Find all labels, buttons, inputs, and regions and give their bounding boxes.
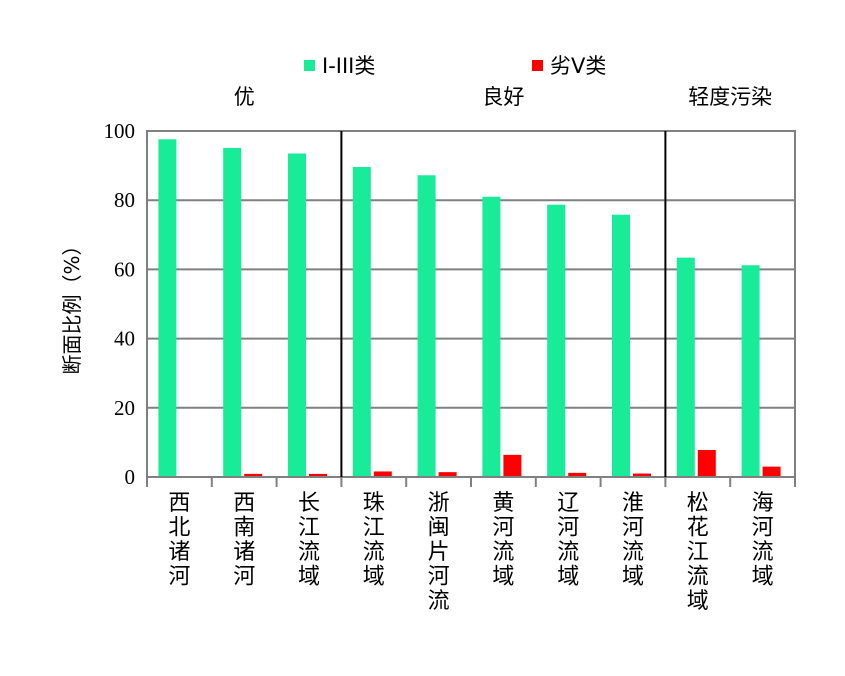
- group-label: 良好: [482, 85, 524, 109]
- bar-i-iii: [612, 214, 630, 477]
- bar-worse-v: [373, 471, 392, 477]
- x-category-label: 珠江流域: [363, 491, 385, 590]
- bar-i-iii: [547, 204, 566, 477]
- bars: [158, 139, 781, 478]
- y-tick-label: 80: [114, 188, 135, 212]
- y-tick-label: 0: [125, 465, 136, 489]
- y-axis-label: 断面比例（%）: [60, 235, 84, 374]
- x-category-label: 辽河流域: [557, 491, 579, 590]
- x-category-label: 西南诸河: [233, 491, 255, 590]
- y-tick-label: 60: [114, 257, 135, 281]
- group-label: 轻度污染: [688, 85, 772, 109]
- group-label: 优: [234, 85, 255, 109]
- y-tick-labels: 0 20 40 60 80 100: [104, 119, 136, 489]
- legend: I-III类 劣V类: [304, 54, 606, 78]
- legend-label: I-III类: [322, 54, 375, 78]
- y-tick-label: 100: [104, 119, 136, 143]
- legend-swatch: [304, 60, 315, 71]
- bar-worse-v: [438, 472, 457, 477]
- x-category-labels: 西北诸河 西南诸河 长江流域 珠江流域 浙闽片河流 黄河流域 辽河流域 淮河流域 松花江流域 海河…: [168, 491, 773, 614]
- bar-i-iii: [158, 139, 177, 477]
- bar-i-iii: [223, 147, 242, 478]
- bar-i-iii: [417, 175, 436, 477]
- bar-i-iii: [482, 196, 501, 478]
- gridlines: [147, 130, 795, 409]
- bar-worse-v: [633, 473, 651, 477]
- x-category-label: 松花江流域: [687, 491, 709, 614]
- bar-i-iii: [352, 166, 371, 477]
- bar-worse-v: [503, 454, 522, 477]
- group-labels: 优 良好 轻度污染: [234, 85, 773, 109]
- bar-worse-v: [568, 472, 587, 477]
- bar-i-iii: [676, 257, 695, 477]
- x-category-label: 长江流域: [298, 491, 320, 590]
- y-tick-label: 20: [114, 396, 135, 420]
- plot-border: [146, 130, 796, 478]
- y-tick-label: 40: [114, 327, 135, 351]
- axes: [146, 130, 796, 487]
- x-category-label: 淮河流域: [622, 491, 644, 590]
- x-category-label: 浙闽片河流: [428, 491, 450, 614]
- bar-worse-v: [762, 466, 781, 477]
- x-category-label: 海河流域: [752, 491, 774, 590]
- bar-i-iii: [741, 265, 760, 477]
- legend-label: 劣V类: [550, 54, 606, 78]
- bar-i-iii: [288, 153, 306, 478]
- legend-swatch: [532, 60, 543, 71]
- x-category-label: 黄河流域: [492, 491, 514, 590]
- bar-worse-v: [244, 473, 263, 477]
- bar-worse-v: [309, 473, 327, 477]
- bar-worse-v: [697, 450, 716, 477]
- x-category-label: 西北诸河: [168, 491, 190, 590]
